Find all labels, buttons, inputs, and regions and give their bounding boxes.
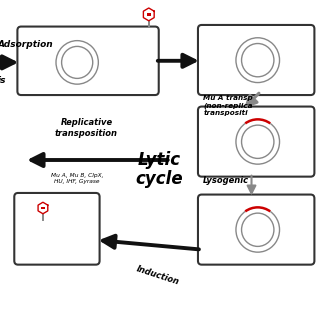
Text: Induction: Induction — [135, 264, 181, 286]
Polygon shape — [143, 8, 154, 21]
FancyBboxPatch shape — [198, 195, 314, 265]
FancyBboxPatch shape — [14, 193, 100, 265]
Text: Mu A transp
(non-replica
transpositi: Mu A transp (non-replica transpositi — [203, 94, 253, 116]
FancyBboxPatch shape — [198, 107, 314, 177]
Bar — [147, 13, 151, 16]
Text: Adsorption: Adsorption — [0, 40, 53, 49]
Text: Mu A, Mu B, ClpX,
HU, IHF, Gyrase: Mu A, Mu B, ClpX, HU, IHF, Gyrase — [51, 173, 103, 184]
Polygon shape — [38, 202, 48, 214]
Text: is: is — [0, 76, 6, 84]
Text: Lysogenic: Lysogenic — [203, 176, 249, 185]
FancyBboxPatch shape — [198, 25, 314, 95]
Bar — [41, 207, 45, 210]
Text: Lytic
cycle: Lytic cycle — [136, 151, 183, 188]
Text: Replicative
transposition: Replicative transposition — [55, 118, 118, 138]
FancyBboxPatch shape — [17, 27, 159, 95]
